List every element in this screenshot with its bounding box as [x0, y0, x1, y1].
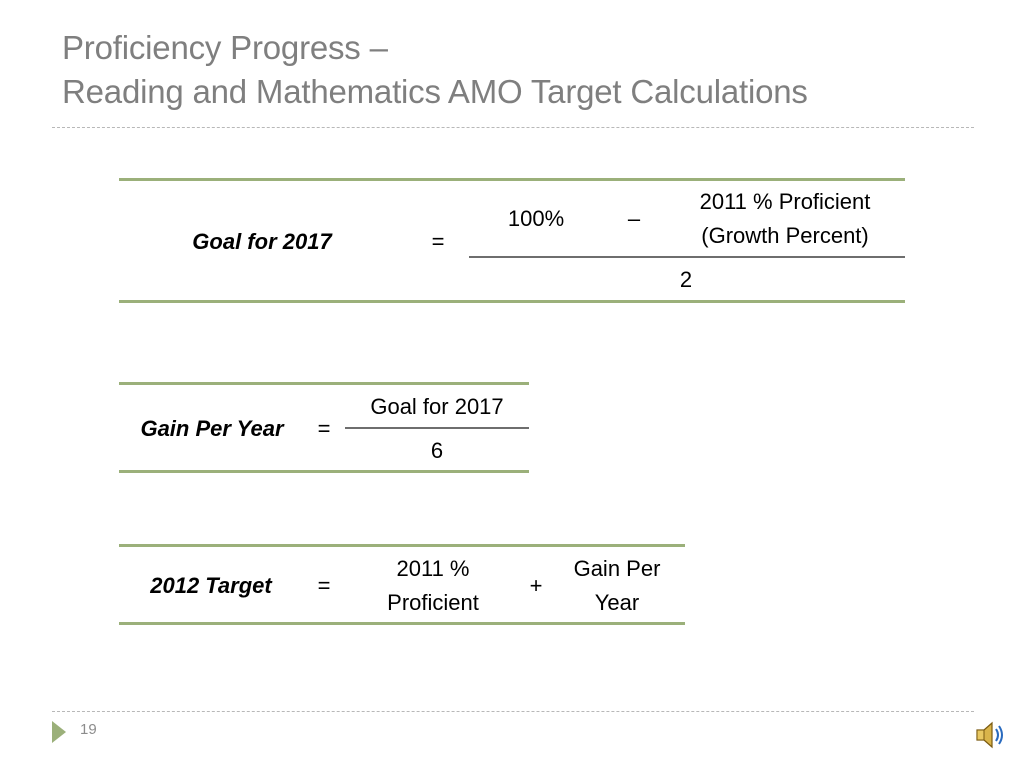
formula3-term1-line2: Proficient	[387, 590, 479, 615]
formula1-label: Goal for 2017	[192, 229, 332, 254]
formula3-label: 2012 Target	[150, 573, 272, 598]
formula3-equals: =	[317, 573, 331, 598]
slide-title-line2: Reading and Mathematics AMO Target Calcu…	[62, 73, 808, 110]
speaker-icon[interactable]	[974, 717, 1010, 753]
formula1-equals: =	[431, 229, 445, 254]
formula1-term2-line2: (Growth Percent)	[701, 223, 869, 248]
formula1-bottom-border	[119, 300, 905, 303]
formula3-term2-line1: Gain Per	[573, 556, 661, 581]
formula2-top-border	[119, 382, 529, 385]
formula3-term2-line2: Year	[594, 590, 640, 615]
formula2-label: Gain Per Year	[140, 416, 284, 441]
formula1-minus: –	[627, 206, 641, 231]
slide-title: Proficiency Progress – Reading and Mathe…	[62, 26, 808, 114]
formula3-bottom-border	[119, 622, 685, 625]
formula1-term2-line1: 2011 % Proficient	[699, 189, 871, 214]
page-number: 19	[80, 721, 97, 738]
formula1-denominator: 2	[679, 267, 693, 292]
formula2-bottom-border	[119, 470, 529, 473]
slide-title-line1: Proficiency Progress –	[62, 29, 388, 66]
formula1-term-100-percent: 100%	[507, 206, 565, 231]
formula3-term1-line1: 2011 %	[396, 556, 470, 581]
formula3-plus: +	[529, 573, 543, 598]
formula2-numerator: Goal for 2017	[370, 394, 504, 419]
triangle-arrow-icon	[52, 721, 66, 743]
formula1-top-border	[119, 178, 905, 181]
footer-divider	[52, 711, 974, 712]
formula2-equals: =	[317, 416, 331, 441]
title-divider	[52, 127, 974, 128]
formula3-top-border	[119, 544, 685, 547]
formula1-fraction-bar	[469, 256, 905, 258]
formula2-fraction-bar	[345, 427, 529, 429]
formula2-denominator: 6	[430, 438, 444, 463]
